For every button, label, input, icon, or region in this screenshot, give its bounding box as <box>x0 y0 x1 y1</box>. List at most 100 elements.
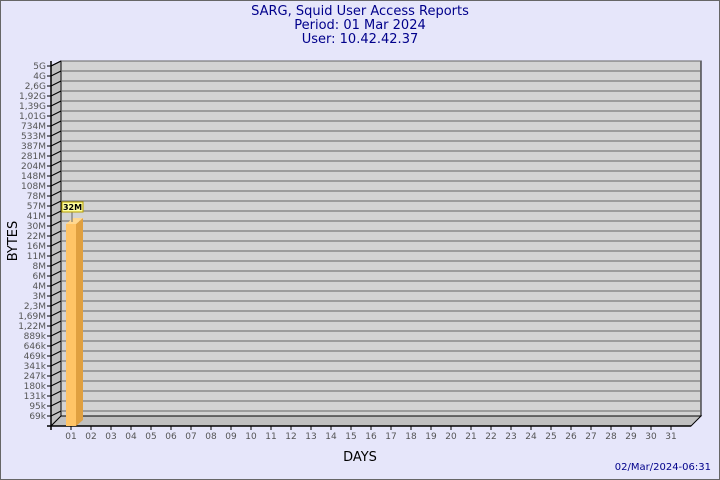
gridline-wall <box>50 300 62 307</box>
y-axis-label: BYTES <box>6 221 21 262</box>
gridline-wall <box>50 150 62 157</box>
x-tick-label: 12 <box>285 432 296 442</box>
x-tick-label: 20 <box>445 432 457 442</box>
gridline-wall <box>50 270 62 277</box>
x-tick-label: 04 <box>125 432 137 442</box>
bar <box>66 223 76 426</box>
gridline-wall <box>50 230 62 237</box>
y-tick-label: 41M <box>27 212 46 222</box>
x-tick-label: 08 <box>205 432 217 442</box>
x-axis-label: DAYS <box>343 450 377 465</box>
x-tick-label: 19 <box>425 432 437 442</box>
y-tick-label: 11M <box>27 252 46 262</box>
chart-period: Period: 01 Mar 2024 <box>294 18 426 33</box>
y-tick-label: 1,69M <box>18 312 46 322</box>
y-tick-label: 1,01G <box>19 112 46 122</box>
x-tick-label: 17 <box>385 432 396 442</box>
y-tick-label: 69k <box>29 412 46 422</box>
y-tick-label: 2,3M <box>24 302 46 312</box>
gridline-wall <box>50 130 62 137</box>
gridline-wall <box>50 380 62 387</box>
y-tick-label: 148M <box>21 172 46 182</box>
x-tick-label: 24 <box>525 432 537 442</box>
gridline-wall <box>50 400 62 407</box>
gridline-wall <box>50 110 62 117</box>
y-tick-label: 341k <box>24 362 47 372</box>
y-tick-label: 646k <box>24 342 47 352</box>
x-tick-label: 28 <box>605 432 617 442</box>
y-tick-label: 8M <box>33 262 47 272</box>
y-tick-label: 22M <box>27 232 46 242</box>
bar-side <box>76 217 83 426</box>
gridline-wall <box>50 330 62 337</box>
gridline-wall <box>50 250 62 257</box>
gridline-wall <box>50 280 62 287</box>
y-tick-label: 533M <box>21 132 46 142</box>
gridline-wall <box>50 370 62 377</box>
y-tick-label: 889k <box>24 332 47 342</box>
y-tick-label: 281M <box>21 152 46 162</box>
data-label: 32M <box>63 203 82 212</box>
y-tick-label: 16M <box>27 242 46 252</box>
gridline-wall <box>50 210 62 217</box>
plot-floor <box>49 415 703 427</box>
x-tick-label: 21 <box>465 432 476 442</box>
gridline-wall <box>50 90 62 97</box>
y-tick-label: 247k <box>24 372 47 382</box>
y-tick-label: 95k <box>29 402 46 412</box>
x-tick-label: 11 <box>265 432 276 442</box>
y-tick-label: 30M <box>27 222 46 232</box>
bar-top <box>66 217 83 224</box>
x-tick-label: 29 <box>625 432 637 442</box>
x-tick-label: 01 <box>65 432 76 442</box>
gridline-wall <box>50 70 62 77</box>
y-tick-label: 469k <box>24 352 47 362</box>
gridline-wall <box>50 190 62 197</box>
x-tick-label: 30 <box>645 432 657 442</box>
x-tick-label: 27 <box>585 432 596 442</box>
x-tick-label: 06 <box>165 432 177 442</box>
x-tick-label: 16 <box>365 432 377 442</box>
y-tick-label: 734M <box>21 122 46 132</box>
y-tick-label: 387M <box>21 142 46 152</box>
gridline-wall <box>50 240 62 247</box>
x-tick-label: 09 <box>225 432 237 442</box>
gridline-wall <box>50 360 62 367</box>
x-tick-label: 15 <box>345 432 356 442</box>
gridline-wall <box>50 80 62 87</box>
x-tick-label: 18 <box>405 432 417 442</box>
y-tick-label: 6M <box>33 272 47 282</box>
x-tick-label: 31 <box>665 432 676 442</box>
gridline-wall <box>50 310 62 317</box>
y-tick-label: 2,6G <box>25 82 46 92</box>
plot-back-wall <box>60 60 702 417</box>
gridline-wall <box>50 140 62 147</box>
data-label-box <box>61 201 84 213</box>
y-tick-label: 204M <box>21 162 46 172</box>
y-tick-label: 5G <box>33 62 46 72</box>
x-tick-label: 25 <box>545 432 556 442</box>
gridline-wall <box>50 170 62 177</box>
gridline-wall <box>50 100 62 107</box>
generated-timestamp: 02/Mar/2024-06:31 <box>614 462 711 473</box>
x-tick-label: 02 <box>85 432 96 442</box>
x-tick-label: 14 <box>325 432 337 442</box>
gridline-wall <box>50 390 62 397</box>
gridline-wall <box>50 260 62 267</box>
x-tick-label: 07 <box>185 432 196 442</box>
gridline-wall <box>50 160 62 167</box>
x-tick-label: 23 <box>505 432 516 442</box>
y-tick-label: 78M <box>27 192 46 202</box>
chart-user: User: 10.42.42.37 <box>301 32 419 47</box>
y-tick-label: 57M <box>27 202 46 212</box>
gridline-wall <box>50 60 62 67</box>
x-tick-label: 10 <box>245 432 257 442</box>
gridline-wall <box>50 410 62 417</box>
x-tick-label: 05 <box>145 432 156 442</box>
gridline-wall <box>50 220 62 227</box>
x-tick-label: 03 <box>105 432 116 442</box>
y-tick-label: 4G <box>33 72 46 82</box>
y-tick-label: 180k <box>24 382 47 392</box>
